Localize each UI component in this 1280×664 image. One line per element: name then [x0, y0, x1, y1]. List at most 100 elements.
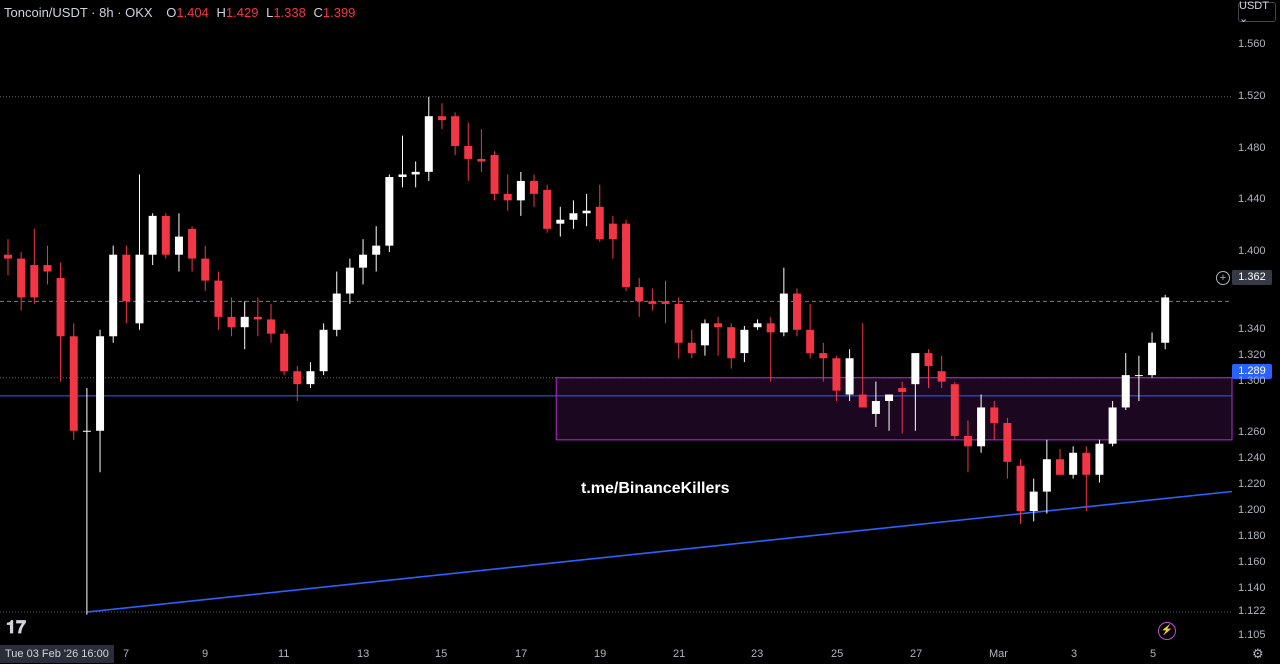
symbol-label[interactable]: Toncoin/USDT · 8h · OKX [4, 5, 153, 20]
candle-body [96, 336, 105, 431]
candle-body [885, 394, 894, 401]
candle-body [109, 254, 118, 337]
candle-body [819, 353, 828, 359]
candle-body [319, 329, 328, 372]
price-tick-label: 1.240 [1238, 452, 1266, 465]
candle-body [779, 293, 788, 333]
price-tick-label: 1.160 [1238, 555, 1266, 568]
candle-body [871, 400, 880, 414]
candle-body [17, 258, 26, 298]
candle-body [1016, 465, 1025, 512]
last-price-tag: 1.362 [1232, 270, 1272, 285]
candle-body [82, 430, 91, 432]
candle-body [4, 254, 12, 259]
candle-body [30, 265, 39, 298]
add-alert-icon[interactable]: + [1216, 271, 1230, 285]
currency-button[interactable]: USDT ⌄ [1238, 0, 1276, 25]
candle-body [464, 145, 473, 159]
price-tick-label: 1.320 [1238, 348, 1266, 361]
candle-body [372, 245, 381, 255]
candle-body [359, 254, 368, 268]
candle-body [174, 236, 183, 255]
candle-body [1108, 407, 1117, 444]
time-tick-label: 25 [831, 648, 844, 660]
time-tick-label: 19 [594, 648, 607, 660]
candle-body [148, 215, 157, 255]
candle-body [543, 189, 552, 229]
open-value: 1.404 [176, 5, 209, 20]
candle-body [740, 329, 749, 354]
candle-body [950, 384, 959, 436]
candle-body [280, 333, 289, 372]
candle-body [503, 193, 512, 201]
candle-body [267, 319, 275, 334]
line-price-tag: 1.289 [1232, 364, 1272, 379]
candle-body [122, 254, 131, 302]
candle-body [43, 265, 52, 272]
candle-body [556, 219, 565, 224]
time-tick-label: 13 [357, 648, 370, 660]
candle-body [687, 342, 696, 354]
low-value: 1.338 [273, 5, 306, 20]
candle-body [608, 223, 617, 240]
price-tick-label: 1.180 [1238, 529, 1266, 542]
candle-body [69, 336, 78, 431]
close-label: C [313, 5, 323, 20]
candle-body [424, 116, 433, 172]
price-tick-label: 1.300 [1238, 374, 1266, 387]
price-tick-label: 1.260 [1238, 426, 1266, 439]
high-label: H [216, 5, 226, 20]
price-tick-label: 1.520 [1238, 89, 1266, 102]
tradingview-logo-icon[interactable]: 𝟏𝟕 [6, 617, 27, 637]
time-tick-label: 27 [910, 648, 923, 660]
chart-legend: Toncoin/USDT · 8h · OKX O1.404 H1.429 L1… [4, 5, 355, 20]
candle-body [1069, 452, 1078, 475]
open-label: O [166, 5, 177, 20]
time-tick-label: 17 [515, 648, 528, 660]
high-value: 1.429 [225, 5, 259, 20]
time-tick-label: Mar [989, 648, 1008, 660]
time-tick-label: 15 [435, 648, 448, 660]
candle-body [1161, 297, 1170, 343]
gear-icon[interactable]: ⚙ [1252, 646, 1264, 661]
candle-body [937, 371, 946, 382]
price-tick-label: 1.340 [1238, 322, 1266, 335]
candle-body [911, 353, 920, 385]
candle-body [700, 323, 709, 346]
candle-body [806, 329, 815, 354]
candle-body [990, 407, 999, 423]
candle-body [595, 206, 604, 240]
price-tick-label: 1.105 [1238, 629, 1266, 641]
candle-body [661, 301, 670, 304]
time-tick-label: 21 [673, 648, 686, 660]
candle-body [845, 358, 854, 395]
candle-body [253, 316, 262, 320]
candle-body [648, 301, 657, 304]
candle-body [622, 223, 631, 288]
candle-body [293, 371, 302, 385]
ascending-trendline [86, 490, 1233, 613]
time-tick-label: 3 [1071, 648, 1078, 660]
price-tick-label: 1.220 [1238, 478, 1266, 491]
crosshair-date-tag: Tue 03 Feb '26 16:00 [0, 645, 114, 663]
supply-demand-zone [555, 377, 1233, 441]
close-value: 1.399 [322, 5, 356, 20]
price-tick-label: 1.560 [1238, 38, 1266, 50]
candle-body [332, 293, 341, 330]
candle-body [858, 394, 867, 408]
candle-body [188, 228, 197, 259]
price-tick-label: 1.140 [1238, 581, 1266, 594]
candle-body [56, 278, 65, 337]
candle-body [411, 171, 420, 175]
candle-body [214, 280, 223, 317]
candle-body [201, 258, 210, 281]
price-tick-label: 1.440 [1238, 193, 1266, 206]
price-tick-label: 1.122 [1238, 605, 1266, 617]
flash-icon[interactable]: ⚡ [1158, 622, 1176, 640]
candle-body [161, 215, 170, 255]
candle-body [1042, 459, 1051, 492]
candle-body [1148, 342, 1157, 376]
candle-body [793, 293, 801, 330]
candle-body [306, 371, 315, 385]
